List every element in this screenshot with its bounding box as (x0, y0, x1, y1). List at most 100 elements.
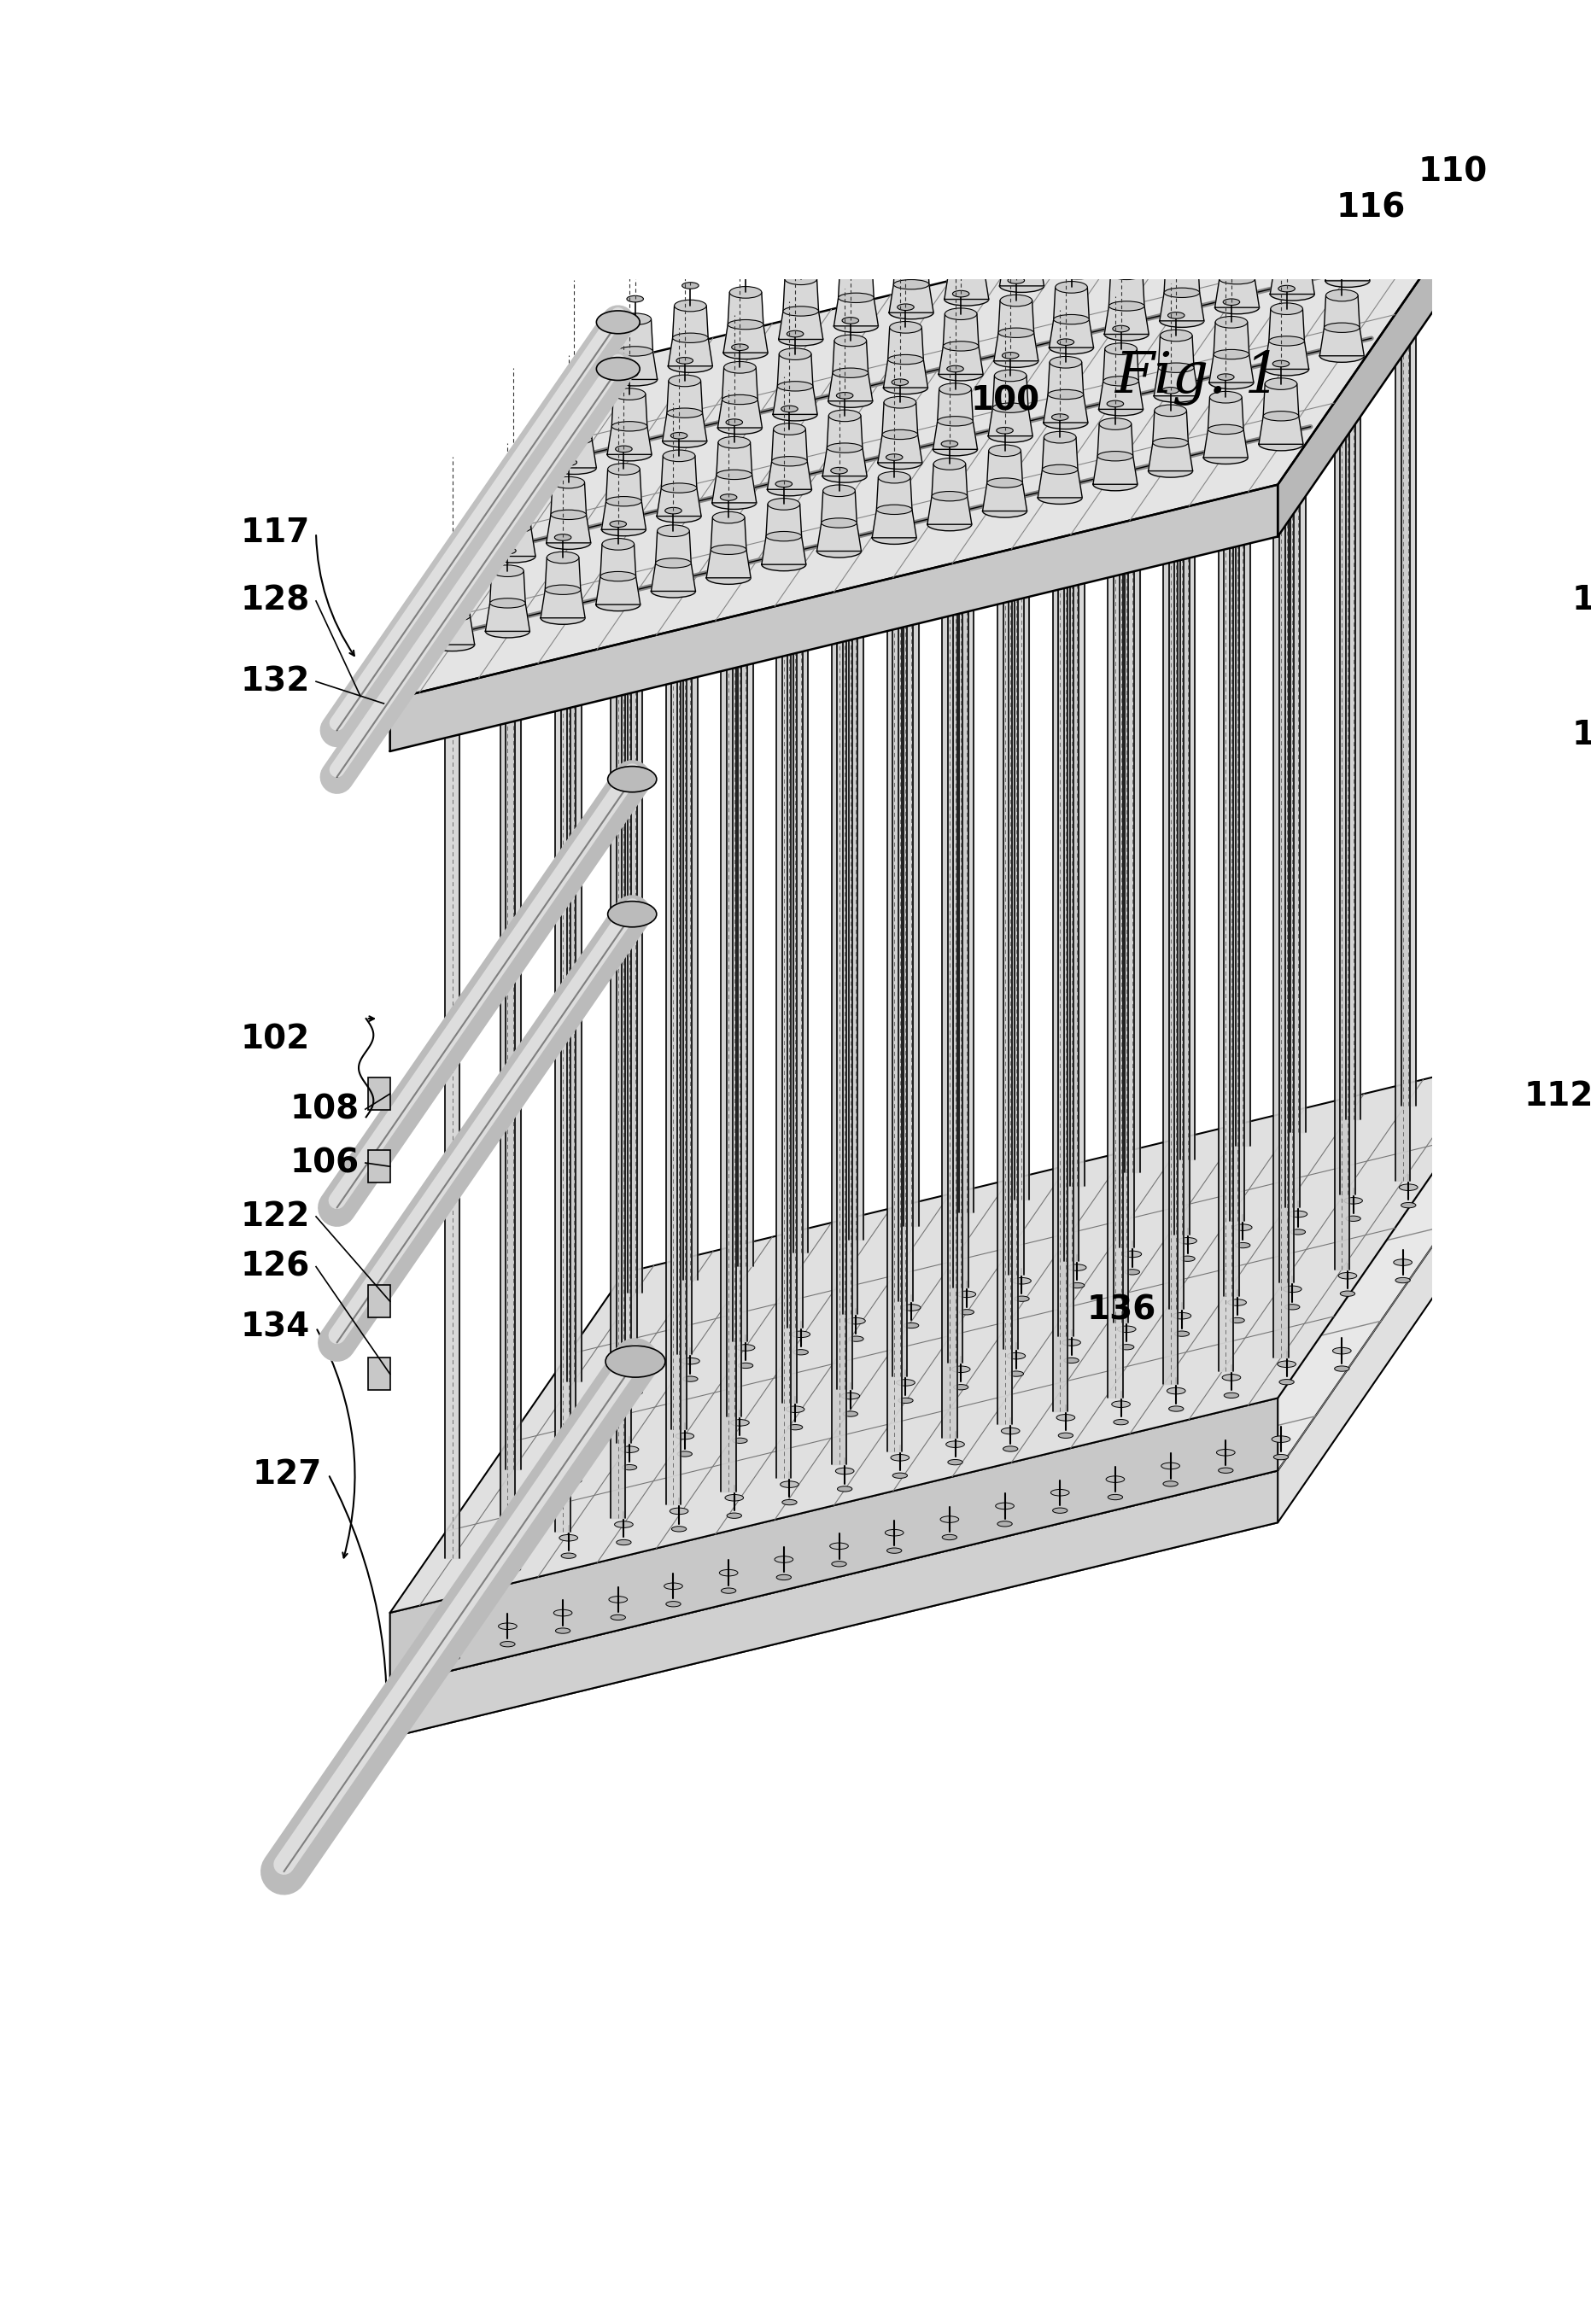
Ellipse shape (1231, 304, 1243, 311)
Ellipse shape (617, 525, 630, 532)
Ellipse shape (778, 381, 813, 390)
Ellipse shape (896, 246, 928, 258)
Ellipse shape (1225, 379, 1238, 386)
Ellipse shape (1161, 388, 1179, 393)
Polygon shape (1456, 230, 1472, 1092)
Ellipse shape (1209, 376, 1254, 388)
Ellipse shape (842, 318, 859, 323)
Bar (368, 1285, 390, 1318)
Ellipse shape (729, 500, 740, 507)
Ellipse shape (1063, 265, 1080, 270)
Polygon shape (1181, 297, 1195, 1160)
Ellipse shape (732, 1439, 748, 1443)
Polygon shape (1395, 318, 1410, 1181)
Ellipse shape (872, 532, 916, 544)
Polygon shape (832, 602, 846, 1464)
Polygon shape (1265, 309, 1309, 370)
Polygon shape (721, 630, 737, 1492)
Polygon shape (1125, 311, 1139, 1174)
Polygon shape (622, 507, 636, 1369)
Ellipse shape (546, 586, 581, 595)
Polygon shape (1053, 548, 1068, 1411)
Ellipse shape (719, 1569, 738, 1576)
Polygon shape (904, 365, 918, 1227)
Polygon shape (1381, 207, 1426, 267)
Ellipse shape (562, 539, 574, 546)
Ellipse shape (1217, 1450, 1235, 1455)
Ellipse shape (1335, 1367, 1349, 1371)
Ellipse shape (725, 418, 743, 425)
Ellipse shape (667, 1601, 681, 1606)
Ellipse shape (1330, 249, 1365, 258)
Polygon shape (555, 669, 570, 1532)
Ellipse shape (1009, 1371, 1023, 1376)
Ellipse shape (671, 432, 687, 439)
Ellipse shape (1061, 207, 1093, 218)
Polygon shape (932, 388, 977, 449)
Ellipse shape (566, 1478, 582, 1483)
Ellipse shape (772, 456, 807, 467)
Ellipse shape (843, 1411, 858, 1418)
Ellipse shape (1457, 174, 1470, 184)
Ellipse shape (1290, 135, 1306, 142)
Ellipse shape (1333, 1348, 1351, 1355)
Ellipse shape (888, 356, 923, 365)
Ellipse shape (1158, 363, 1193, 372)
Ellipse shape (614, 388, 646, 400)
Ellipse shape (541, 611, 585, 625)
Ellipse shape (838, 472, 851, 479)
Ellipse shape (951, 1367, 971, 1373)
Ellipse shape (1392, 125, 1424, 137)
Polygon shape (390, 1471, 1278, 1738)
Ellipse shape (724, 363, 756, 374)
Ellipse shape (1048, 390, 1083, 400)
Ellipse shape (767, 483, 811, 495)
Ellipse shape (1015, 281, 1028, 290)
Polygon shape (823, 416, 867, 476)
Ellipse shape (778, 560, 791, 567)
Polygon shape (889, 253, 934, 314)
Ellipse shape (986, 479, 1023, 488)
Ellipse shape (775, 481, 792, 488)
Ellipse shape (1386, 235, 1421, 244)
Polygon shape (939, 314, 983, 374)
Polygon shape (628, 432, 643, 1292)
Ellipse shape (1123, 1250, 1141, 1257)
Ellipse shape (1270, 288, 1314, 300)
Polygon shape (1223, 435, 1239, 1297)
Ellipse shape (1344, 121, 1362, 128)
Polygon shape (1093, 423, 1138, 483)
Ellipse shape (608, 449, 652, 460)
Ellipse shape (1149, 465, 1193, 476)
Ellipse shape (1319, 349, 1363, 363)
Ellipse shape (1060, 239, 1095, 249)
Polygon shape (651, 530, 695, 590)
Ellipse shape (655, 558, 690, 567)
Ellipse shape (1336, 353, 1348, 360)
Ellipse shape (1340, 198, 1356, 205)
Ellipse shape (1174, 1332, 1188, 1336)
Ellipse shape (670, 1508, 689, 1515)
Polygon shape (667, 644, 681, 1504)
Polygon shape (1230, 360, 1244, 1220)
Ellipse shape (1217, 374, 1235, 381)
Polygon shape (390, 486, 1278, 751)
Text: 136: 136 (1087, 1294, 1157, 1327)
Polygon shape (1118, 386, 1134, 1248)
Polygon shape (566, 521, 582, 1380)
Ellipse shape (1448, 114, 1480, 125)
Ellipse shape (1394, 184, 1411, 191)
Ellipse shape (445, 641, 458, 648)
Ellipse shape (816, 544, 861, 558)
Text: 128: 128 (240, 586, 310, 618)
Polygon shape (500, 683, 515, 1545)
Ellipse shape (999, 507, 1010, 514)
Polygon shape (1169, 449, 1184, 1308)
Ellipse shape (1012, 1278, 1031, 1285)
Polygon shape (994, 300, 1039, 360)
Polygon shape (485, 572, 530, 632)
Ellipse shape (781, 407, 797, 411)
Polygon shape (718, 367, 762, 428)
Polygon shape (601, 469, 646, 530)
Ellipse shape (1060, 418, 1072, 425)
